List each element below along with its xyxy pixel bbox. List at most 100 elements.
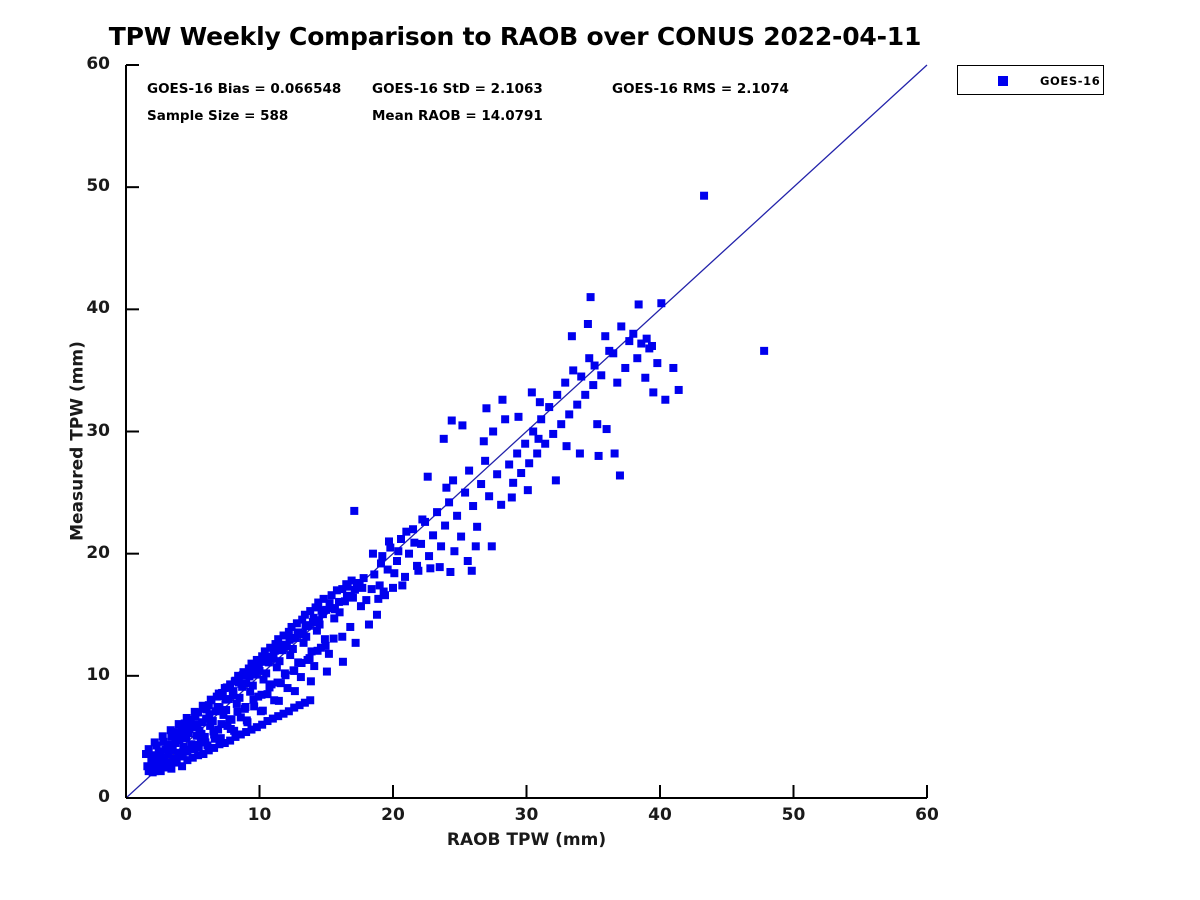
scatter-point: [409, 525, 418, 534]
scatter-point: [206, 695, 215, 704]
scatter-point: [279, 631, 288, 640]
scatter-point: [514, 412, 523, 421]
scatter-point: [398, 581, 407, 590]
scatter-point: [453, 511, 462, 520]
scatter-point: [228, 691, 237, 700]
scatter-point: [594, 451, 603, 460]
scatter-point: [168, 746, 177, 755]
scatter-point: [270, 646, 279, 655]
scatter-point: [166, 726, 175, 735]
scatter-point: [247, 725, 256, 734]
scatter-point: [362, 596, 371, 605]
scatter-point: [162, 758, 171, 767]
scatter-point: [248, 681, 257, 690]
x-tick-label: 0: [120, 805, 132, 825]
scatter-point: [262, 669, 271, 678]
scatter-point: [405, 549, 414, 558]
scatter-point: [567, 332, 576, 341]
scatter-point: [410, 538, 419, 547]
scatter-point: [590, 361, 599, 370]
scatter-point: [312, 626, 321, 635]
scatter-point: [217, 720, 226, 729]
scatter-point: [210, 743, 219, 752]
scatter-points-layer: [125, 64, 928, 799]
scatter-point: [161, 745, 170, 754]
scatter-point: [178, 750, 187, 759]
scatter-point: [279, 709, 288, 718]
scatter-point: [413, 561, 422, 570]
scatter-point: [306, 607, 315, 616]
x-tick-label: 20: [381, 805, 405, 825]
scatter-point: [216, 734, 225, 743]
scatter-point: [457, 532, 466, 541]
scatter-point: [367, 585, 376, 594]
scatter-point: [642, 334, 651, 343]
scatter-point: [376, 559, 385, 568]
scatter-point: [289, 666, 298, 675]
scatter-point: [250, 666, 259, 675]
scatter-point: [477, 480, 486, 489]
scatter-point: [324, 649, 333, 658]
scatter-point: [266, 654, 275, 663]
scatter-point: [657, 299, 666, 308]
scatter-point: [481, 456, 490, 465]
scatter-point: [418, 515, 427, 524]
scatter-point: [393, 556, 402, 565]
scatter-point: [158, 732, 167, 741]
scatter-point: [185, 724, 194, 733]
scatter-point: [250, 702, 259, 711]
scatter-point: [379, 587, 388, 596]
scatter-point: [601, 332, 610, 341]
scatter-point: [258, 706, 267, 715]
scatter-point: [307, 647, 316, 656]
scatter-point: [214, 725, 223, 734]
scatter-point: [397, 535, 406, 544]
scatter-point: [529, 427, 538, 436]
scatter-point: [551, 476, 560, 485]
scatter-point: [292, 619, 301, 628]
scatter-point: [274, 635, 283, 644]
scatter-point: [238, 671, 247, 680]
scatter-point: [236, 730, 245, 739]
scatter-point: [581, 390, 590, 399]
scatter-point: [429, 531, 438, 540]
scatter-point: [314, 598, 323, 607]
x-axis-label: RAOB TPW (mm): [446, 830, 607, 850]
scatter-point: [437, 542, 446, 551]
stat-bias-text: GOES-16 Bias = 0.066548: [147, 81, 342, 97]
scatter-point: [197, 729, 206, 738]
scatter-point: [249, 695, 258, 704]
scatter-point: [305, 654, 314, 663]
scatter-point: [346, 593, 355, 602]
scatter-point: [263, 717, 272, 726]
scatter-point: [605, 346, 614, 355]
scatter-point: [517, 469, 526, 478]
x-tick-label: 10: [247, 805, 272, 825]
scatter-point: [183, 756, 192, 765]
x-tick-label: 30: [514, 805, 539, 825]
scatter-point: [541, 439, 550, 448]
scatter-point: [300, 610, 309, 619]
x-tick-label: 40: [648, 805, 672, 825]
scatter-point: [186, 717, 195, 726]
scatter-point: [198, 718, 207, 727]
scatter-point: [375, 581, 384, 590]
scatter-point: [351, 638, 360, 647]
scatter-point: [222, 706, 231, 715]
scatter-point: [533, 449, 542, 458]
scatter-point: [350, 506, 359, 515]
scatter-point: [198, 701, 207, 710]
scatter-point: [535, 398, 544, 407]
scatter-point: [170, 731, 179, 740]
scatter-point: [342, 591, 351, 600]
scatter-point: [329, 634, 338, 643]
y-tick-label: 10: [86, 664, 110, 685]
scatter-point: [306, 696, 315, 705]
scatter-point: [174, 720, 183, 729]
scatter-point: [370, 570, 379, 579]
legend[interactable]: GOES-16: [957, 65, 1104, 95]
scatter-point: [262, 652, 271, 661]
scatter-point: [211, 707, 220, 716]
scatter-point: [173, 735, 182, 744]
scatter-point: [467, 566, 476, 575]
